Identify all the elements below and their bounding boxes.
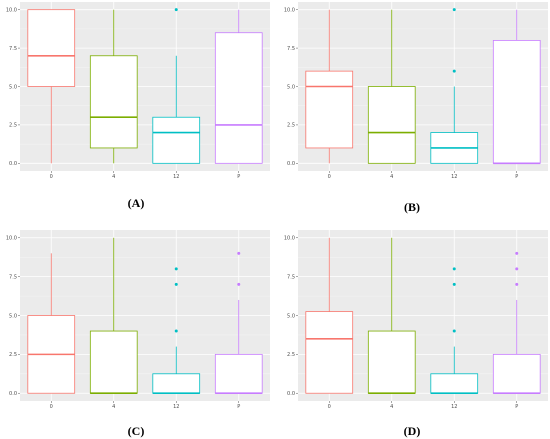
y-tick-label: 7.5 [9, 274, 17, 280]
outlier-point [515, 282, 519, 286]
boxplot-panel-d: 0.0 2.5 5.0 7.5 10.0 0 4 12 P [278, 228, 550, 410]
outlier-point [237, 251, 241, 255]
y-tick-label: 10.0 [6, 236, 17, 242]
boxplot-panel-b: 0.0 2.5 5.0 7.5 10.0 0 4 12 P [278, 0, 550, 180]
y-tick-label: 2.5 [287, 352, 295, 358]
outlier-point [174, 329, 178, 333]
box-12 [152, 373, 201, 394]
x-tick-label: 0 [328, 404, 331, 410]
x-tick-label: P [515, 404, 518, 410]
x-tick-label: 12 [451, 174, 457, 180]
y-tick-label: 0.0 [287, 391, 295, 397]
panel-label-c: (C) [127, 424, 145, 438]
outlier-point [174, 267, 178, 271]
x-tick-label: P [515, 174, 518, 180]
box-4 [367, 86, 416, 164]
x-tick-label: 0 [50, 404, 53, 410]
box-P [214, 353, 263, 394]
x-tick-label: P [237, 404, 240, 410]
y-tick-label: 10.0 [6, 7, 17, 13]
outlier-point [515, 267, 519, 271]
panel-label-b: (B) [404, 200, 420, 214]
y-tick-label: 10.0 [284, 7, 295, 13]
box-12 [152, 116, 201, 164]
x-tick-label: 4 [112, 174, 115, 180]
outlier-point [452, 329, 456, 333]
x-tick-label: 0 [50, 174, 53, 180]
y-tick-label: 7.5 [9, 46, 17, 52]
boxplot-chart-d: 0.0 2.5 5.0 7.5 10.0 0 4 12 P [284, 230, 548, 410]
boxplot-chart-a: 0.0 2.5 5.0 7.5 10.0 0 4 12 P [6, 2, 270, 180]
boxplot-panel-a: 0.0 2.5 5.0 7.5 10.0 0 4 12 P [0, 0, 272, 180]
panel-label-d: (D) [403, 424, 421, 438]
y-tick-label: 5.0 [287, 313, 295, 319]
box-P [492, 353, 541, 394]
y-tick-label: 0.0 [287, 161, 295, 167]
x-tick-label: 12 [451, 404, 457, 410]
x-tick-label: 4 [390, 174, 393, 180]
x-tick-label: 12 [173, 174, 179, 180]
outlier-point [452, 267, 456, 271]
x-tick-label: 4 [390, 404, 393, 410]
x-tick-label: 0 [328, 174, 331, 180]
boxplot-panel-c: 0.0 2.5 5.0 7.5 10.0 0 4 12 P [0, 228, 272, 410]
box-4 [89, 55, 138, 149]
x-tick-label: 4 [112, 404, 115, 410]
y-tick-label: 2.5 [287, 123, 295, 129]
outlier-point [452, 8, 456, 12]
y-tick-label: 2.5 [9, 352, 17, 358]
y-tick-label: 2.5 [9, 123, 17, 129]
y-tick-label: 7.5 [287, 274, 295, 280]
box-0 [305, 311, 354, 394]
y-tick-label: 0.0 [9, 391, 17, 397]
y-tick-label: 5.0 [287, 84, 295, 90]
box-4 [367, 330, 416, 394]
y-tick-label: 10.0 [284, 236, 295, 242]
outlier-point [237, 282, 241, 286]
box-P [492, 40, 541, 164]
panel-label-a: (A) [127, 196, 145, 210]
outlier-point [174, 8, 178, 12]
outlier-point [452, 69, 456, 73]
y-tick-label: 5.0 [9, 313, 17, 319]
outlier-point [174, 282, 178, 286]
box-0 [305, 70, 354, 149]
y-tick-label: 7.5 [287, 46, 295, 52]
boxplot-chart-b: 0.0 2.5 5.0 7.5 10.0 0 4 12 P [284, 2, 548, 180]
box-12 [430, 373, 479, 394]
box-0 [27, 9, 76, 87]
x-tick-label: 12 [173, 404, 179, 410]
box-P [214, 32, 263, 164]
x-tick-label: P [237, 174, 240, 180]
outlier-point [452, 282, 456, 286]
box-4 [89, 330, 138, 394]
boxplot-chart-c: 0.0 2.5 5.0 7.5 10.0 0 4 12 P [6, 230, 270, 410]
y-tick-label: 5.0 [9, 84, 17, 90]
y-tick-label: 0.0 [9, 161, 17, 167]
outlier-point [515, 251, 519, 255]
